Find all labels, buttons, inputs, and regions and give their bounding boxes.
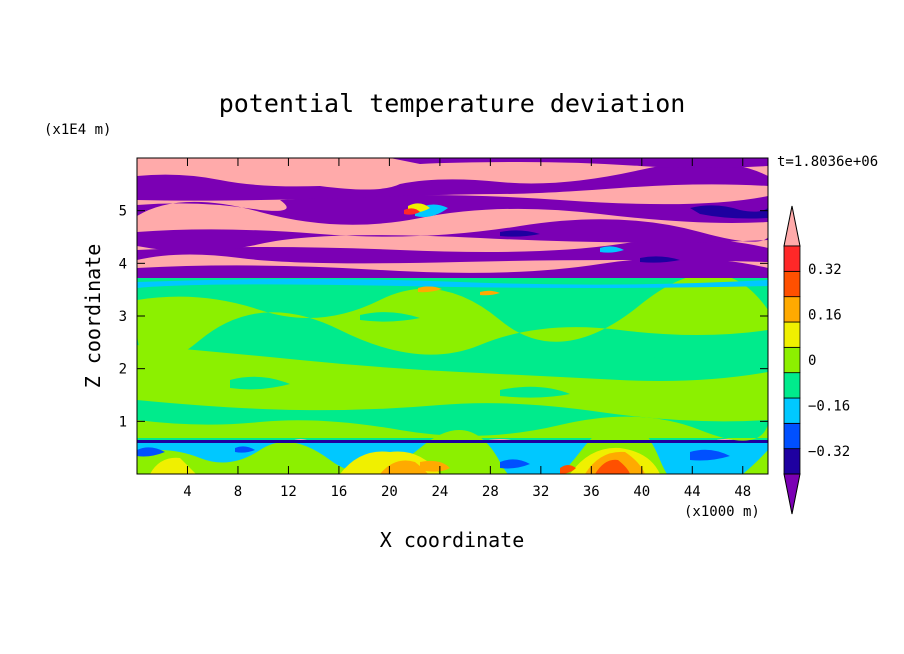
colorbar-swatch — [783, 397, 801, 424]
colorbar-swatch — [783, 422, 801, 450]
y-unit-label: (x1E4 m) — [44, 122, 111, 138]
colorbar-top-triangle — [783, 205, 801, 247]
colorbar-tick-label: −0.16 — [808, 399, 850, 415]
x-tick-label: 24 — [431, 484, 448, 500]
mid-green-patch — [137, 416, 768, 441]
colorbar-swatch — [783, 296, 801, 323]
time-label: t=1.8036e+06 — [777, 154, 878, 170]
x-tick-label: 8 — [234, 484, 242, 500]
y-tick-label: 4 — [119, 256, 127, 272]
y-axis: 1 2 3 4 5 — [119, 204, 768, 430]
colorbar-swatch — [783, 321, 801, 348]
colorbar-swatch — [783, 245, 801, 272]
boundary-layer-orange — [380, 451, 645, 474]
x-tick-label: 4 — [183, 484, 191, 500]
inversion-line — [137, 440, 768, 443]
x-tick-label: 44 — [684, 484, 701, 500]
x-tick-label: 28 — [482, 484, 499, 500]
y-axis-label: Z coordinate — [81, 244, 105, 389]
y-tick-label: 5 — [119, 204, 127, 220]
y-tick-label: 3 — [119, 309, 127, 325]
stratified-layer-purple — [390, 158, 768, 168]
colorbar-tick-label: 0 — [808, 353, 816, 369]
stratified-layer-red — [404, 208, 420, 215]
mid-green-patch — [137, 345, 768, 422]
colorbar-swatch — [783, 270, 801, 298]
x-axis: 4 8 12 16 20 24 28 32 36 40 44 48 — [183, 158, 751, 500]
y-tick-label: 2 — [119, 362, 127, 378]
stratified-layer-purple — [137, 162, 768, 201]
stratified-layer-blue — [500, 205, 768, 263]
colorbar-swatch — [783, 448, 801, 475]
contour-plot-area — [137, 158, 768, 474]
stratified-layer-purple — [137, 238, 768, 264]
chart-title: potential temperature deviation — [219, 89, 686, 118]
x-tick-label: 12 — [280, 484, 297, 500]
x-tick-label: 16 — [330, 484, 347, 500]
colorbar-tick-label: 0.16 — [808, 307, 842, 323]
x-tick-label: 20 — [381, 484, 398, 500]
x-unit-label: (x1000 m) — [684, 504, 760, 520]
x-tick-label: 36 — [583, 484, 600, 500]
colorbar: 0.32 0.16 0 −0.16 −0.32 — [783, 205, 850, 515]
colorbar-swatch — [783, 372, 801, 399]
mid-green-patch — [137, 273, 768, 364]
stratified-layer-purple — [137, 257, 768, 278]
y-tick-label: 1 — [119, 414, 127, 430]
colorbar-bottom-triangle — [783, 473, 801, 515]
colorbar-tick-label: −0.32 — [808, 444, 850, 460]
colorbar-tick-label: 0.32 — [808, 262, 842, 278]
x-axis-label: X coordinate — [380, 528, 525, 552]
boundary-layer-red — [560, 459, 630, 474]
stratified-layer-purple — [137, 219, 768, 252]
colorbar-swatch — [783, 346, 801, 374]
stratified-layer-purple — [137, 195, 768, 225]
x-tick-label: 40 — [633, 484, 650, 500]
x-tick-label: 48 — [734, 484, 751, 500]
mid-orange-spots — [418, 286, 500, 296]
x-tick-label: 32 — [532, 484, 549, 500]
